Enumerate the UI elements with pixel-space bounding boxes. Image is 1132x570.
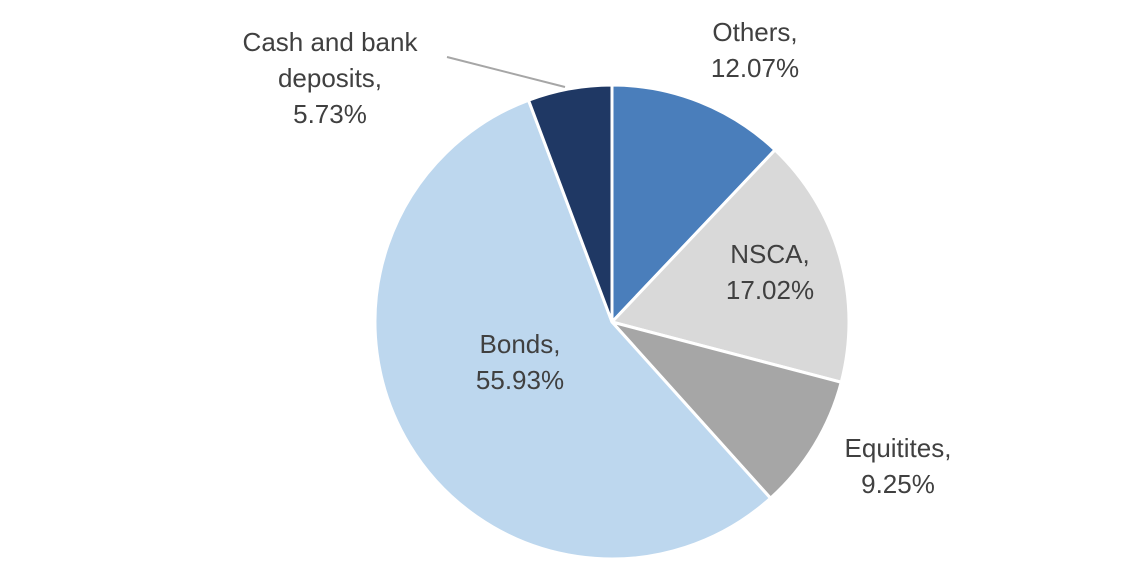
slice-label-nsca: NSCA, 17.02% [685,236,855,308]
slice-label-bonds: Bonds, 55.93% [425,326,615,398]
pie-slice-equitites [610,320,843,500]
slice-label-equitites: Equitites, 9.25% [798,430,998,502]
pie-slices [373,83,851,561]
slice-label-text: Cash and bank [242,27,418,57]
slice-label-others: Others, 12.07% [660,14,850,86]
pie-slice-others [610,83,777,324]
slice-label-text: Bonds, [479,329,561,359]
slice-label-text: Equitites, [844,433,952,463]
slice-label-value: 9.25% [861,469,935,499]
pie-slice-cash-and-bank-deposits [527,83,614,324]
slice-label-value: 12.07% [710,53,800,83]
slice-label-text: NSCA, [730,239,810,269]
leader-line-cash [446,56,566,88]
pie-slice-nsca [610,148,851,384]
slice-label-text: deposits, [277,63,383,93]
slice-label-value: 5.73% [293,99,367,129]
pie-slice-bonds [373,98,773,561]
slice-label-cash-and-bank-deposits: Cash and bank deposits, 5.73% [210,24,450,132]
slice-label-value: 17.02% [725,275,815,305]
slice-label-text: Others, [712,17,798,47]
slice-label-value: 55.93% [475,365,565,395]
